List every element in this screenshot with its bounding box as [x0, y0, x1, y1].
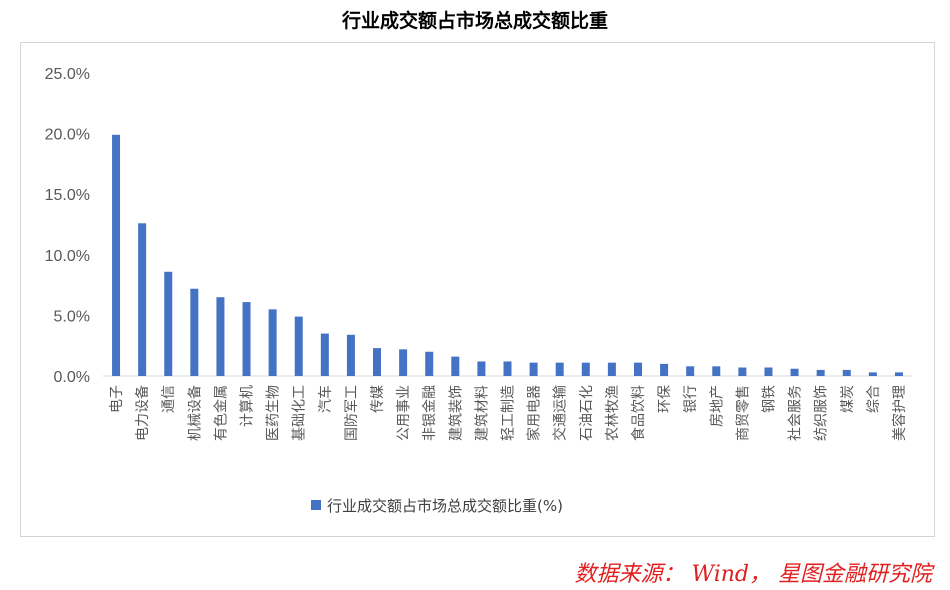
- y-axis: 0.0% 5.0% 10.0% 15.0% 20.0% 25.0%: [45, 66, 90, 386]
- legend-label: 行业成交额占市场总成交额比重(%): [327, 497, 563, 515]
- source-note: 数据来源： Wind， 星图金融研究院: [574, 562, 932, 587]
- x-tick-label: 轻工制造: [501, 385, 517, 441]
- x-tick-label: 石油石化: [579, 385, 595, 441]
- bar: [373, 348, 382, 376]
- bar: [790, 368, 799, 376]
- x-tick-label: 传媒: [370, 385, 386, 413]
- x-tick-label: 房地产: [709, 385, 725, 427]
- x-tick-label: 农林牧渔: [605, 385, 621, 441]
- x-tick-label: 美容护理: [891, 385, 908, 441]
- bar: [842, 369, 851, 376]
- category-labels: 电子 电力设备 通信 机械设备 有色金属 计算机 医药生物 基础化工 汽车 国防军工 传媒 公用事业非…: [109, 385, 908, 441]
- y-tick-label: 25.0%: [45, 66, 90, 83]
- x-tick-label: 基础化工: [291, 385, 308, 441]
- x-tick-label: 电子: [109, 385, 125, 413]
- x-tick-label: 机械设备: [186, 385, 203, 441]
- bar: [320, 333, 329, 376]
- y-tick-label: 15.0%: [45, 187, 90, 204]
- x-tick-label: 汽车: [317, 385, 334, 413]
- bar: [868, 372, 877, 376]
- x-tick-label: 煤炭: [840, 385, 856, 413]
- bar: [555, 362, 564, 376]
- x-tick-label: 纺织服饰: [814, 385, 830, 441]
- x-tick-label: 交通运输: [552, 385, 569, 441]
- bar: [294, 316, 303, 376]
- bar: [112, 134, 121, 376]
- x-tick-label: 钢铁: [761, 385, 777, 413]
- chart-title: 行业成交额占市场总成交额比重: [341, 10, 608, 32]
- bar: [607, 362, 616, 376]
- bar: [242, 302, 251, 376]
- bar: [503, 361, 512, 376]
- x-tick-label: 商贸零售: [735, 385, 751, 441]
- bar: [660, 363, 669, 376]
- x-tick-label: 电力设备: [134, 385, 151, 441]
- x-tick-label: 食品饮料: [630, 385, 647, 441]
- x-tick-label: 非银金融: [422, 385, 438, 441]
- x-tick-label: 国防军工: [344, 385, 360, 441]
- bar: [268, 309, 277, 376]
- x-tick-label: 计算机: [240, 385, 256, 427]
- y-tick-label: 0.0%: [54, 369, 90, 386]
- x-tick-label: 银行: [683, 385, 699, 413]
- bar: [581, 362, 590, 376]
- bar: [138, 223, 147, 376]
- legend: 行业成交额占市场总成交额比重(%): [311, 497, 563, 515]
- bar-series: [112, 134, 903, 376]
- bar: [764, 367, 773, 376]
- x-tick-label: 通信: [161, 385, 177, 413]
- x-tick-label: 环保: [657, 385, 673, 413]
- x-tick-label: 社会服务: [788, 385, 804, 441]
- x-tick-label: 家用电器: [526, 385, 543, 441]
- y-tick-label: 5.0%: [54, 308, 90, 325]
- x-tick-label: 有色金属: [212, 385, 229, 441]
- bar: [894, 372, 903, 376]
- bar: [712, 366, 721, 376]
- bar: [633, 362, 642, 376]
- y-tick-label: 10.0%: [45, 248, 90, 265]
- x-tick-label: 建筑材料: [474, 385, 490, 441]
- x-tick-label: 建筑装饰: [448, 385, 464, 441]
- bar: [738, 367, 747, 376]
- bar: [529, 362, 538, 376]
- bar: [451, 356, 460, 376]
- bar: [216, 297, 225, 376]
- x-tick-label: 公用事业: [396, 385, 412, 441]
- bar: [816, 369, 825, 376]
- bar: [425, 351, 434, 376]
- bar: [399, 349, 408, 376]
- y-tick-label: 20.0%: [45, 127, 90, 144]
- bar: [164, 271, 173, 376]
- chart-frame: [20, 42, 935, 537]
- bar: [190, 288, 199, 376]
- bar: [346, 334, 355, 376]
- x-tick-label: 综合: [866, 385, 882, 413]
- bar: [686, 366, 695, 376]
- x-tick-label: 医药生物: [266, 385, 282, 441]
- legend-swatch: [311, 500, 321, 510]
- bar: [477, 361, 486, 376]
